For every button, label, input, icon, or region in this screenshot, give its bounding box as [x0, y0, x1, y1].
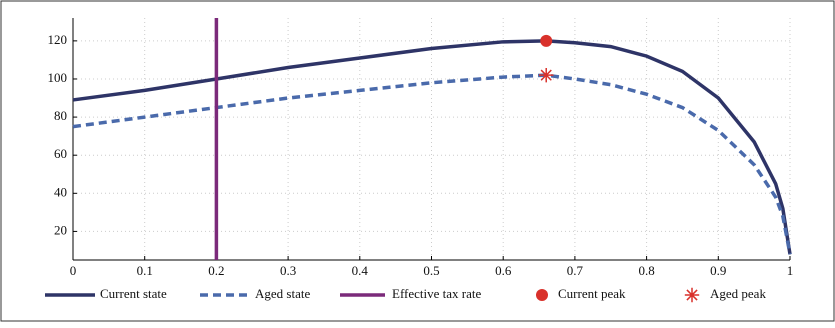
x-tick-label: 0.6 — [495, 263, 512, 278]
x-tick-label: 0.7 — [567, 263, 584, 278]
legend-label: Current state — [100, 286, 167, 301]
series-line — [72, 73, 792, 255]
legend-label: Current peak — [558, 286, 626, 301]
legend-label: Aged peak — [710, 286, 766, 301]
legend-swatch — [536, 289, 548, 301]
x-tick-label: 1 — [787, 263, 794, 278]
y-tick-label: 100 — [48, 70, 68, 85]
x-tick-label: 0.4 — [352, 263, 369, 278]
x-tick-label: 0.5 — [423, 263, 439, 278]
legend-label: Effective tax rate — [392, 286, 481, 301]
y-tick-label: 60 — [54, 146, 67, 161]
x-tick-label: 0.8 — [638, 263, 654, 278]
legend-swatch — [684, 287, 700, 303]
x-tick-label: 0.3 — [280, 263, 296, 278]
x-tick-label: 0.9 — [710, 263, 726, 278]
y-tick-label: 40 — [54, 184, 67, 199]
y-tick-label: 120 — [48, 32, 68, 47]
point-marker — [540, 34, 553, 47]
x-tick-label: 0.2 — [208, 263, 224, 278]
series-line — [72, 39, 792, 255]
y-tick-label: 80 — [54, 108, 67, 123]
point-marker — [539, 67, 554, 83]
legend-label: Aged state — [255, 286, 310, 301]
y-tick-label: 20 — [54, 222, 67, 237]
x-tick-label: 0 — [70, 263, 77, 278]
x-tick-label: 0.1 — [137, 263, 153, 278]
